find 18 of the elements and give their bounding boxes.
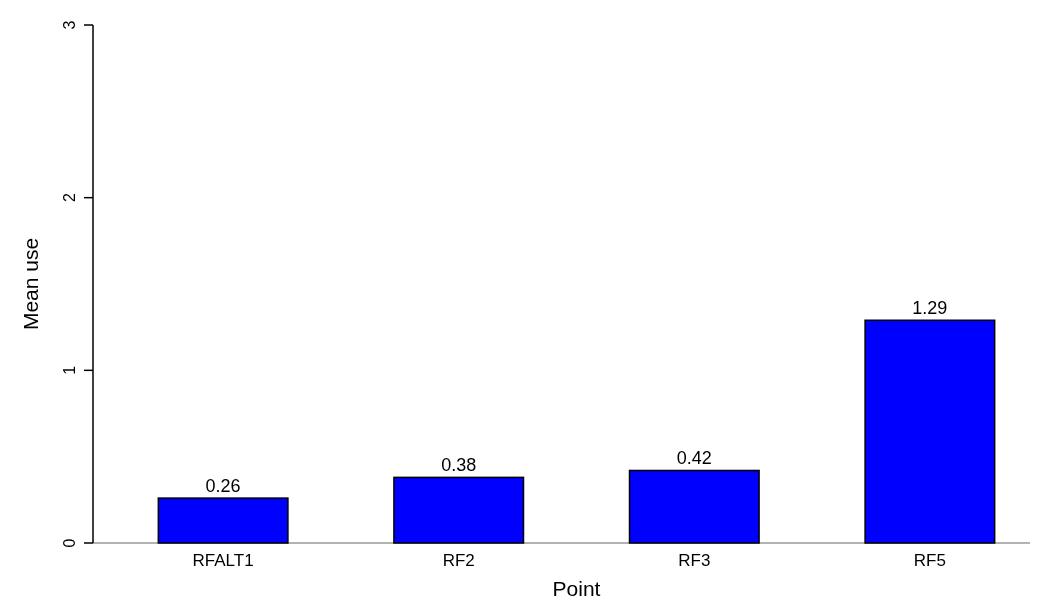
x-tick-label: RF2: [442, 551, 475, 570]
bar: [628, 469, 760, 544]
y-tick-label: 0: [61, 538, 78, 548]
data-label: 0.42: [676, 448, 712, 469]
data-label: 0.26: [205, 476, 241, 497]
bar: [864, 319, 996, 544]
y-tick-label: 2: [61, 193, 78, 203]
bar: [157, 497, 289, 544]
y-axis-title: Mean use: [19, 237, 42, 331]
x-tick-label: RF3: [678, 551, 711, 570]
y-tick-label: 3: [61, 20, 78, 30]
x-tick-label: RFALT1: [192, 551, 254, 570]
x-axis-title: Point: [552, 577, 601, 600]
bar: [393, 476, 525, 544]
y-tick-label: 1: [61, 365, 78, 375]
data-label: 0.38: [441, 455, 477, 476]
x-tick-label: RF5: [913, 551, 946, 570]
data-label: 1.29: [912, 298, 948, 319]
